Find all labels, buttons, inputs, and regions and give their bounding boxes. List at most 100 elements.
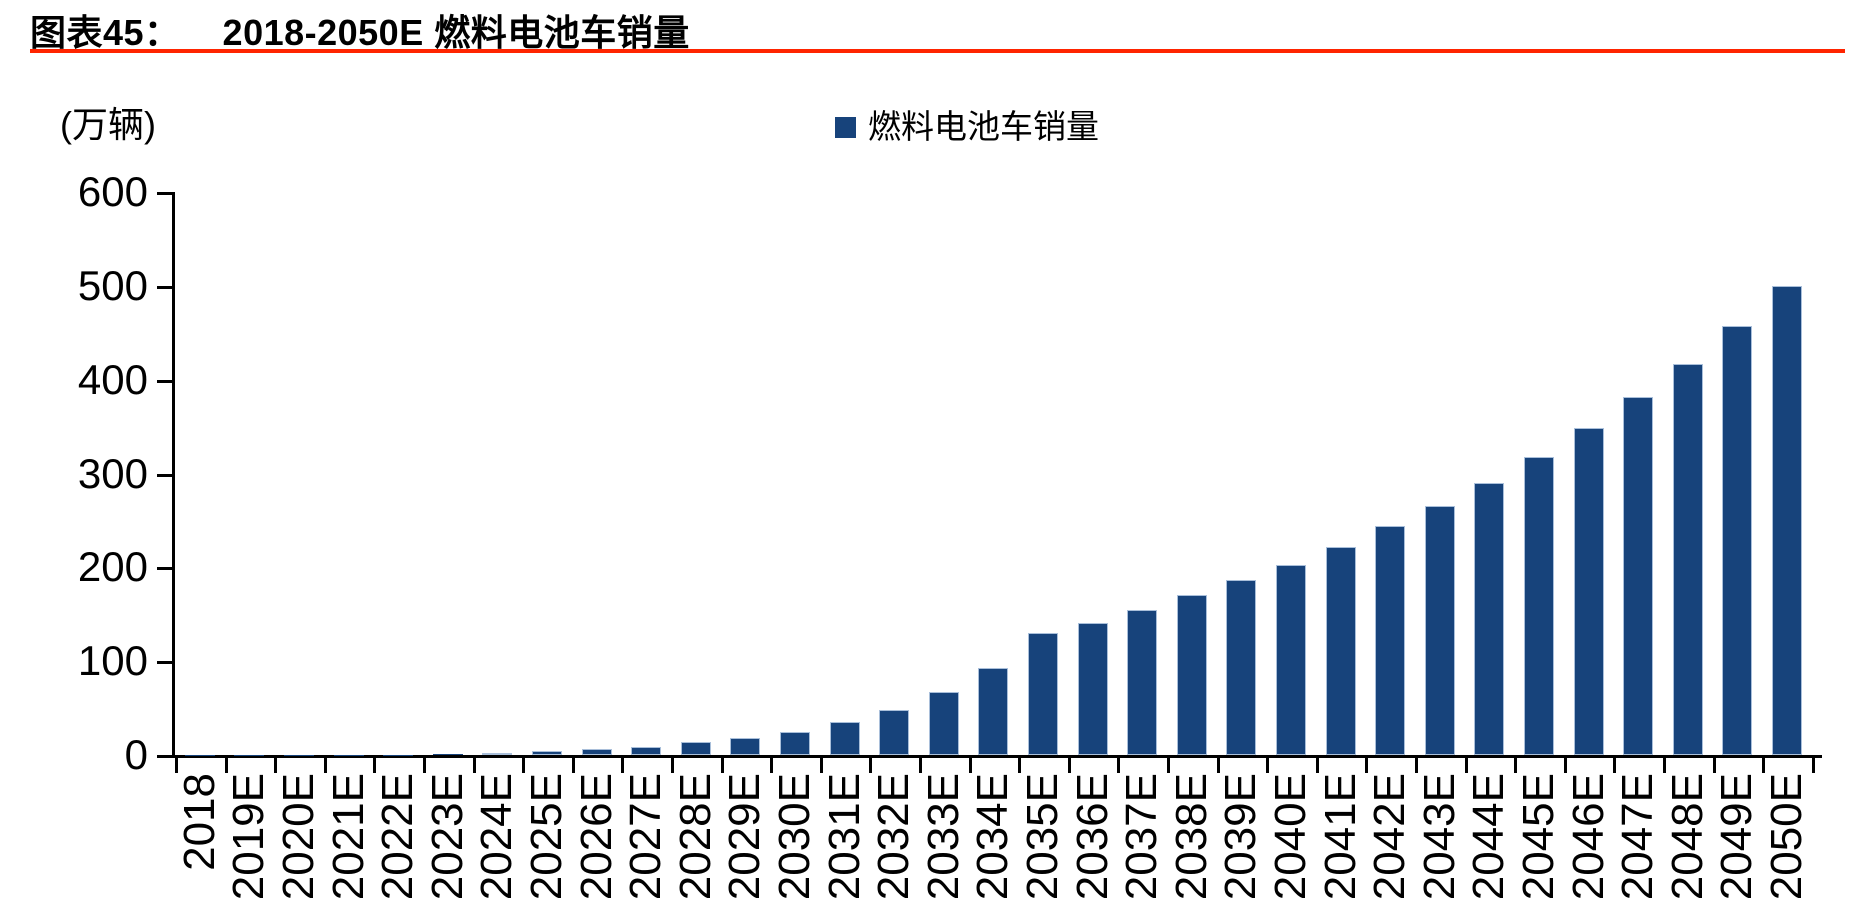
x-tick bbox=[1514, 758, 1518, 773]
legend-label: 燃料电池车销量 bbox=[868, 108, 1099, 145]
x-tick bbox=[1067, 758, 1071, 773]
x-tick bbox=[1415, 758, 1418, 773]
x-tick bbox=[621, 758, 625, 773]
x-tick bbox=[373, 758, 377, 773]
bar-2044E bbox=[1474, 482, 1505, 755]
y-tick-label: 0 bbox=[124, 731, 148, 778]
bar-2031E bbox=[829, 722, 860, 755]
x-tick-label: 2047E bbox=[1613, 773, 1663, 901]
bar-2027E bbox=[631, 746, 662, 755]
x-tick-label: 2038E bbox=[1166, 773, 1216, 901]
y-axis-unit-label: (万辆) bbox=[60, 104, 156, 145]
x-tick-label: 2033E bbox=[918, 773, 968, 901]
x-tick-label: 2028E bbox=[670, 773, 720, 901]
x-tick bbox=[720, 758, 724, 773]
x-tick-label: 2045E bbox=[1514, 773, 1563, 901]
bar-2045E bbox=[1524, 456, 1554, 755]
bar-2030E bbox=[780, 731, 810, 755]
y-axis-line bbox=[172, 192, 175, 758]
x-tick bbox=[671, 758, 674, 773]
x-tick bbox=[1266, 758, 1270, 773]
x-tick bbox=[1018, 758, 1022, 773]
bar-2029E bbox=[730, 738, 761, 755]
x-tick bbox=[522, 758, 526, 773]
bar-2028E bbox=[680, 742, 711, 755]
title-underline bbox=[30, 49, 1845, 53]
x-tick-label: 2036E bbox=[1067, 773, 1117, 901]
bar-2046E bbox=[1573, 428, 1604, 755]
bar-2048E bbox=[1672, 363, 1703, 755]
x-tick-label: 2046E bbox=[1563, 773, 1613, 901]
x-tick-label: 2043E bbox=[1414, 773, 1464, 901]
figure-title: 2018-2050E 燃料电池车销量 bbox=[222, 12, 690, 53]
y-tick-label: 300 bbox=[77, 449, 148, 497]
bar-2041E bbox=[1325, 546, 1356, 755]
x-tick-label: 2026E bbox=[571, 773, 621, 901]
x-tick-label: 2031E bbox=[819, 773, 869, 901]
x-tick-label: 2050E bbox=[1762, 773, 1811, 901]
x-tick bbox=[423, 758, 426, 773]
bar-2036E bbox=[1077, 622, 1108, 755]
chart-legend: 燃料电池车销量 bbox=[835, 100, 1099, 148]
x-tick-label: 2020E bbox=[274, 773, 323, 901]
x-tick-label: 2022E bbox=[373, 773, 423, 901]
x-tick-label: 2035E bbox=[1018, 773, 1067, 901]
bar-2042E bbox=[1375, 526, 1406, 755]
bar-2047E bbox=[1623, 397, 1654, 755]
bar-2032E bbox=[879, 709, 910, 755]
x-tick-label: 2030E bbox=[770, 773, 819, 901]
x-tick-label: 2040E bbox=[1266, 773, 1315, 901]
x-tick-label: 2024E bbox=[472, 773, 522, 901]
x-tick bbox=[1811, 758, 1815, 773]
x-tick bbox=[1464, 758, 1468, 773]
x-tick-label: 2039E bbox=[1216, 773, 1266, 901]
bar-2026E bbox=[581, 748, 612, 755]
y-tick-label: 500 bbox=[77, 261, 148, 309]
x-tick-label: 2041E bbox=[1315, 773, 1365, 901]
y-tick bbox=[157, 473, 172, 477]
x-tick bbox=[770, 758, 774, 773]
x-tick bbox=[968, 758, 972, 773]
x-axis-line bbox=[172, 755, 1822, 758]
bar-2039E bbox=[1226, 580, 1257, 755]
bar-2040E bbox=[1276, 564, 1306, 755]
bar-2038E bbox=[1176, 595, 1207, 755]
x-tick bbox=[224, 758, 228, 773]
x-tick-label: 2044E bbox=[1464, 773, 1514, 901]
x-tick bbox=[869, 758, 873, 773]
legend-swatch bbox=[835, 116, 856, 138]
bar-2034E bbox=[978, 667, 1009, 755]
y-tick bbox=[157, 285, 172, 289]
y-tick-label: 600 bbox=[77, 168, 148, 215]
figure-header: 图表45： 2018-2050E 燃料电池车销量 bbox=[30, 4, 690, 56]
y-tick bbox=[157, 755, 172, 758]
x-tick-label: 2049E bbox=[1712, 773, 1762, 901]
x-tick bbox=[1216, 758, 1220, 773]
y-tick bbox=[157, 661, 172, 665]
bar-2050E bbox=[1772, 285, 1802, 755]
x-tick-label: 2021E bbox=[323, 773, 373, 901]
x-tick-label: 2018 bbox=[174, 773, 224, 871]
x-tick-label: 2042E bbox=[1365, 773, 1415, 901]
x-tick bbox=[1563, 758, 1567, 773]
x-tick bbox=[1365, 758, 1369, 773]
x-tick bbox=[1117, 758, 1121, 773]
x-tick-label: 2037E bbox=[1117, 773, 1167, 901]
y-tick-label: 200 bbox=[77, 543, 148, 591]
x-tick-label: 2027E bbox=[621, 773, 671, 901]
bar-2037E bbox=[1127, 609, 1158, 755]
bar-2035E bbox=[1028, 633, 1058, 755]
x-tick-label: 2034E bbox=[968, 773, 1018, 901]
x-tick bbox=[1315, 758, 1319, 773]
bar-2025E bbox=[532, 751, 562, 755]
y-tick-label: 400 bbox=[77, 355, 148, 403]
bar-2049E bbox=[1722, 326, 1753, 755]
y-tick-label: 100 bbox=[77, 637, 148, 685]
x-tick bbox=[1613, 758, 1617, 773]
x-tick bbox=[1663, 758, 1666, 773]
y-tick bbox=[157, 192, 172, 195]
x-tick bbox=[175, 758, 178, 773]
x-tick bbox=[274, 758, 278, 773]
